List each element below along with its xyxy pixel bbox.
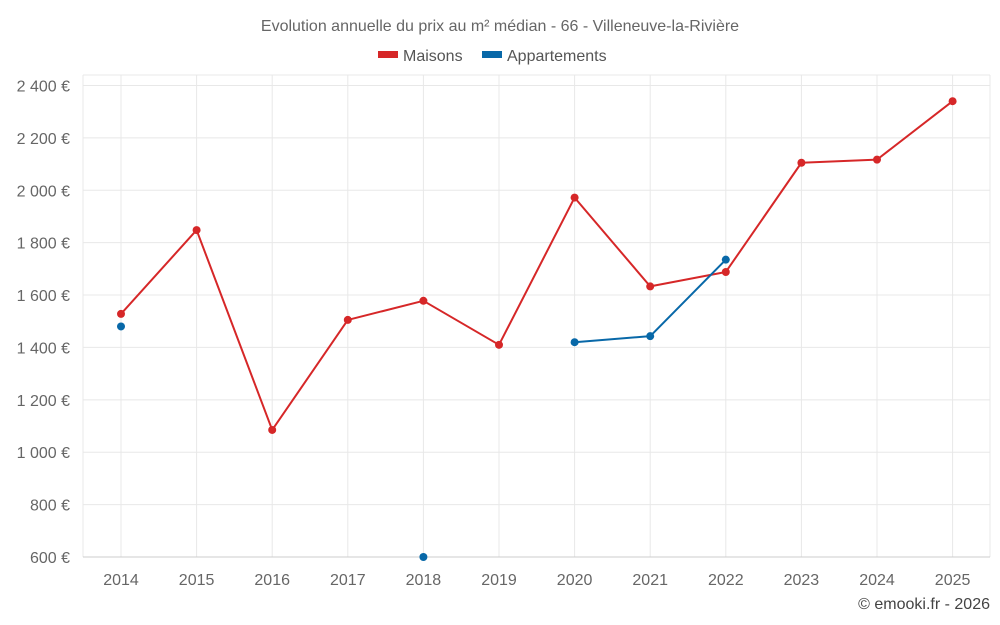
y-tick-label: 1 400 € (17, 340, 70, 357)
legend-swatch-appartements (482, 51, 502, 58)
data-point-appartements-2014[interactable] (117, 322, 125, 331)
x-tick-label: 2016 (254, 572, 290, 589)
data-point-appartements-2018[interactable] (419, 553, 428, 561)
x-tick-label: 2015 (179, 572, 215, 589)
x-tick-label: 2019 (481, 572, 517, 589)
data-point-maisons-2021[interactable] (646, 282, 655, 291)
credit-text: © emooki.fr - 2026 (858, 596, 990, 613)
x-tick-label: 2017 (330, 572, 366, 589)
series-line-maisons (120, 100, 954, 431)
x-tick-label: 2020 (557, 572, 593, 589)
data-point-appartements-2022[interactable] (721, 255, 730, 264)
gridlines (82, 74, 991, 558)
y-tick-label: 1 800 € (17, 236, 70, 253)
y-tick-label: 1 600 € (17, 288, 70, 305)
x-axis-ticks: 2014 2015 2016 2017 2018 2019 2020 2021 2022 2023… (103, 572, 970, 589)
data-point-maisons-2025[interactable] (948, 97, 957, 106)
x-tick-label: 2025 (935, 572, 971, 589)
data-point-maisons-2019[interactable] (495, 340, 503, 349)
x-tick-label: 2021 (632, 572, 668, 589)
series (117, 97, 957, 561)
data-point-appartements-2021[interactable] (646, 332, 655, 341)
data-point-maisons-2014[interactable] (117, 309, 125, 318)
y-tick-label: 600 € (30, 550, 70, 567)
y-tick-label: 2 200 € (17, 131, 70, 148)
y-tick-label: 2 000 € (17, 183, 70, 200)
data-point-maisons-2023[interactable] (797, 158, 806, 167)
legend[interactable]: Maisons Appartements (378, 48, 607, 65)
x-tick-label: 2022 (708, 572, 744, 589)
data-point-maisons-2016[interactable] (268, 425, 277, 434)
x-tick-label: 2014 (103, 572, 139, 589)
data-point-maisons-2018[interactable] (419, 296, 428, 305)
data-point-maisons-2015[interactable] (192, 226, 201, 235)
data-point-appartements-2020[interactable] (570, 338, 579, 347)
y-axis-ticks: 600 € 800 € 1 000 € 1 200 € 1 400 € 1 600 € 1 … (17, 78, 70, 567)
legend-label-appartements[interactable]: Appartements (507, 48, 607, 65)
data-point-maisons-2020[interactable] (570, 193, 579, 202)
chart-title: Evolution annuelle du prix au m² médian … (261, 18, 739, 35)
x-tick-label: 2024 (859, 572, 895, 589)
legend-swatch-maisons (378, 51, 398, 58)
y-tick-label: 1 200 € (17, 393, 70, 410)
y-tick-label: 2 400 € (17, 78, 70, 95)
data-point-maisons-2022[interactable] (721, 267, 730, 276)
y-tick-label: 800 € (30, 498, 70, 515)
y-tick-label: 1 000 € (17, 445, 70, 462)
x-tick-label: 2018 (406, 572, 442, 589)
data-point-maisons-2024[interactable] (873, 155, 881, 164)
legend-label-maisons[interactable]: Maisons (403, 48, 463, 65)
data-point-maisons-2017[interactable] (343, 315, 352, 324)
x-tick-label: 2023 (784, 572, 820, 589)
